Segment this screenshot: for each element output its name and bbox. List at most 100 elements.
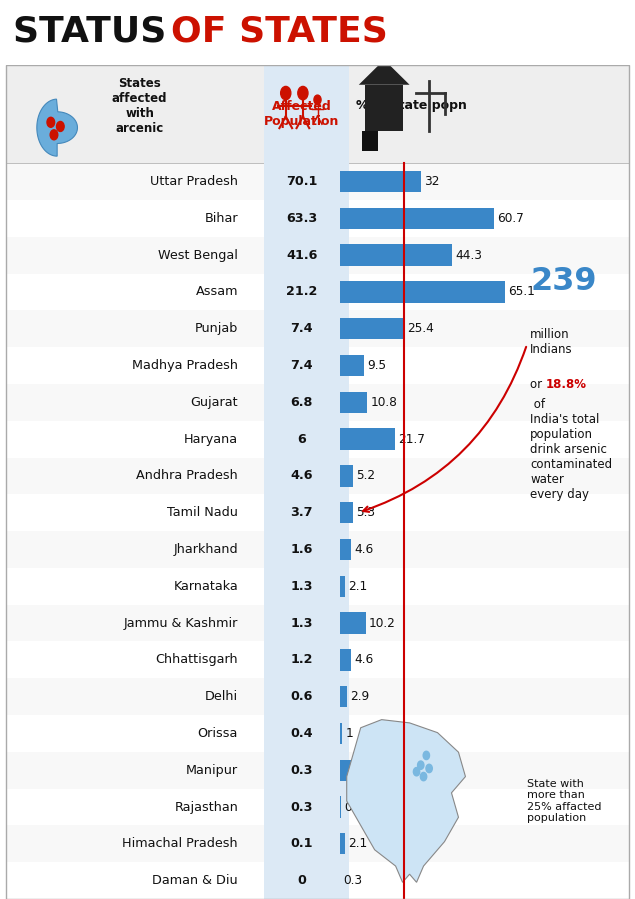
Bar: [6, 164, 629, 200]
Bar: [340, 833, 345, 854]
Polygon shape: [37, 99, 77, 156]
Text: State with
more than
25% affacted
population: State with more than 25% affacted popula…: [527, 779, 601, 823]
Text: 0.1: 0.1: [290, 837, 313, 850]
Text: or: or: [530, 378, 546, 390]
Bar: [340, 208, 494, 229]
Bar: [264, 65, 349, 164]
Bar: [340, 612, 366, 634]
Bar: [264, 752, 349, 788]
Bar: [340, 429, 395, 450]
Text: 0: 0: [297, 874, 306, 887]
Text: 10.8: 10.8: [370, 396, 398, 409]
Text: 0.3: 0.3: [290, 764, 313, 777]
Text: Tamil Nadu: Tamil Nadu: [167, 506, 238, 520]
Text: 21.2: 21.2: [286, 286, 318, 298]
Text: of
India's total
population
drink arsenic
contaminated
water
every day: of India's total population drink arseni…: [530, 398, 612, 502]
Text: Jharkhand: Jharkhand: [173, 543, 238, 556]
Text: 6: 6: [297, 432, 306, 446]
Text: OF STATES: OF STATES: [171, 14, 389, 48]
Text: 32: 32: [424, 175, 439, 188]
Text: % of state popn: % of state popn: [356, 99, 467, 112]
Bar: [264, 273, 349, 310]
Text: 18.8%: 18.8%: [546, 378, 587, 390]
Circle shape: [420, 772, 427, 780]
Text: 65.1: 65.1: [508, 286, 535, 298]
Text: States
affected
with
arcenic: States affected with arcenic: [112, 76, 168, 135]
Circle shape: [413, 768, 420, 776]
Text: West Bengal: West Bengal: [158, 249, 238, 262]
Text: Karnataka: Karnataka: [173, 580, 238, 592]
Text: 21.7: 21.7: [398, 432, 425, 446]
Text: 6.8: 6.8: [290, 396, 313, 409]
Text: STATUS: STATUS: [13, 14, 178, 48]
Text: 5.3: 5.3: [356, 506, 375, 520]
Text: 0.3: 0.3: [344, 874, 363, 887]
Bar: [264, 236, 349, 273]
Text: Haryana: Haryana: [184, 432, 238, 446]
Text: 1.2: 1.2: [290, 654, 313, 666]
Text: 10.2: 10.2: [369, 617, 396, 629]
Bar: [6, 65, 629, 164]
Text: 63.3: 63.3: [286, 212, 318, 225]
Circle shape: [47, 117, 55, 128]
Bar: [264, 421, 349, 458]
Text: 2.1: 2.1: [348, 837, 368, 850]
Bar: [264, 678, 349, 715]
Text: Andhra Pradesh: Andhra Pradesh: [137, 469, 238, 483]
Text: Himachal Pradesh: Himachal Pradesh: [123, 837, 238, 850]
Bar: [340, 465, 353, 486]
Bar: [340, 686, 347, 708]
Bar: [264, 642, 349, 678]
Bar: [264, 458, 349, 494]
Text: 0.6: 0.6: [290, 690, 313, 703]
Bar: [365, 85, 403, 130]
Circle shape: [426, 764, 432, 772]
Text: 12.9: 12.9: [376, 764, 403, 777]
Circle shape: [298, 86, 308, 100]
Bar: [264, 65, 349, 899]
Text: 2.9: 2.9: [351, 690, 370, 703]
Bar: [264, 862, 349, 899]
Bar: [340, 723, 342, 744]
Bar: [264, 605, 349, 642]
Text: 4.6: 4.6: [354, 543, 374, 556]
Bar: [340, 392, 367, 413]
Polygon shape: [347, 719, 465, 882]
Circle shape: [50, 129, 58, 140]
Text: 60.7: 60.7: [497, 212, 524, 225]
Text: 44.3: 44.3: [455, 249, 483, 262]
Bar: [6, 825, 629, 862]
Bar: [264, 310, 349, 347]
Text: 0.3: 0.3: [290, 800, 313, 814]
Circle shape: [57, 121, 64, 131]
Text: 239: 239: [530, 266, 597, 298]
Circle shape: [314, 95, 321, 104]
Bar: [6, 678, 629, 715]
Text: 1.3: 1.3: [290, 580, 313, 592]
Bar: [340, 797, 341, 818]
Text: 1: 1: [345, 727, 353, 740]
Text: Punjab: Punjab: [195, 322, 238, 335]
Text: 5.2: 5.2: [356, 469, 375, 483]
Bar: [264, 788, 349, 825]
Text: Assam: Assam: [196, 286, 238, 298]
Text: Bihar: Bihar: [204, 212, 238, 225]
Text: Affected
Population: Affected Population: [264, 100, 339, 128]
Bar: [264, 347, 349, 384]
Text: Jammu & Kashmir: Jammu & Kashmir: [124, 617, 238, 629]
Text: million
Indians: million Indians: [530, 327, 573, 355]
Bar: [6, 531, 629, 568]
Text: 4.6: 4.6: [290, 469, 313, 483]
Bar: [264, 568, 349, 605]
Bar: [340, 245, 452, 266]
Text: 25.4: 25.4: [408, 322, 434, 335]
Text: 7.4: 7.4: [290, 359, 313, 372]
Text: 2.1: 2.1: [348, 580, 368, 592]
Text: Uttar Pradesh: Uttar Pradesh: [150, 175, 238, 188]
Bar: [340, 760, 373, 781]
Text: 1.3: 1.3: [290, 617, 313, 629]
Text: Chhattisgarh: Chhattisgarh: [156, 654, 238, 666]
Text: Madhya Pradesh: Madhya Pradesh: [132, 359, 238, 372]
Bar: [264, 384, 349, 421]
Text: Delhi: Delhi: [205, 690, 238, 703]
